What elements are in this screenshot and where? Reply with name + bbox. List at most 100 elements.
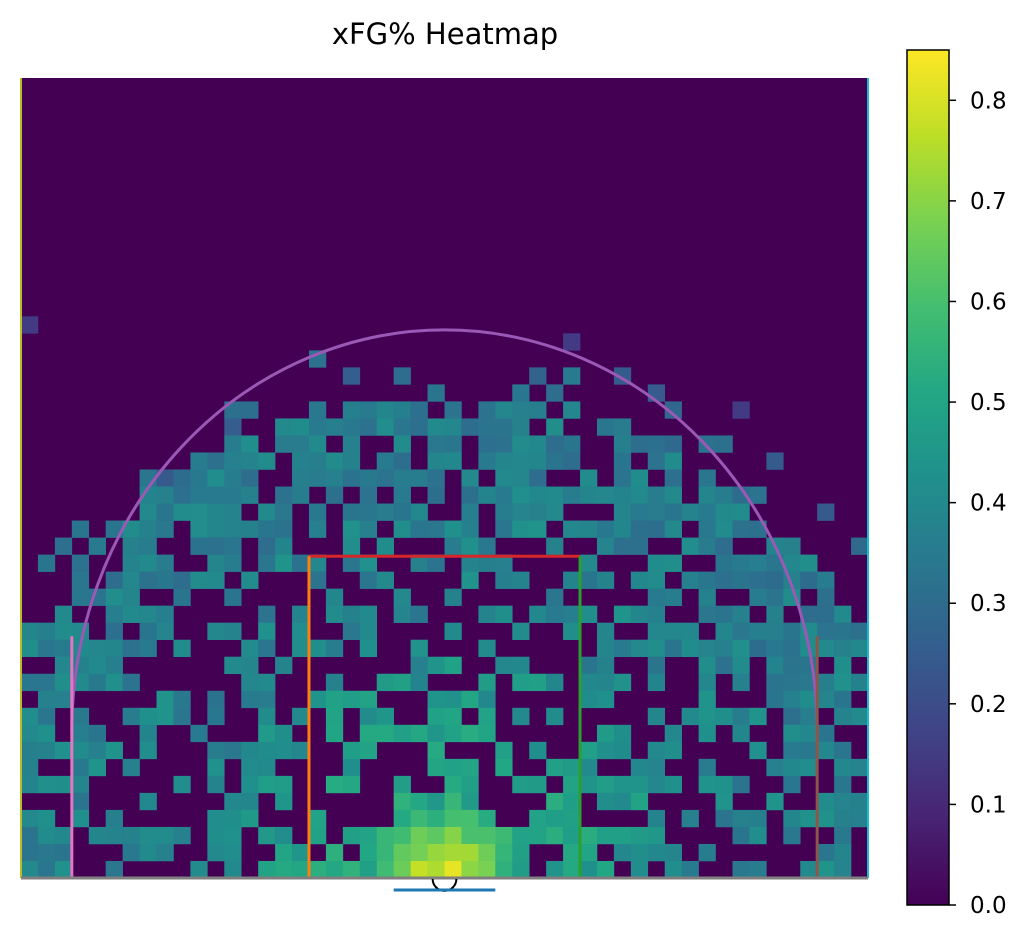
heatmap-cell [817,622,835,640]
heatmap-cell [410,656,428,675]
heatmap-cell [444,656,462,675]
heatmap-cell [54,656,73,675]
heatmap-cell [156,622,174,640]
heatmap-cell [444,707,462,726]
heatmap-cell [749,554,767,572]
heatmap-cell [664,469,682,487]
heatmap-cell [308,571,327,589]
heatmap-cell [461,758,479,777]
heatmap-cell [512,452,530,470]
heatmap-cell [410,843,428,862]
heatmap-cell [647,639,666,658]
heatmap-cell [698,605,716,623]
heatmap-cell [817,809,835,828]
heatmap-cell [224,520,242,538]
heatmap-cell [851,639,869,658]
heatmap-cell [342,554,361,572]
heatmap-cell [241,435,259,453]
heatmap-cell [596,792,615,811]
heatmap-cell [393,775,411,794]
heatmap-cell [325,860,344,879]
heatmap-cell [681,809,699,828]
heatmap-cell [495,503,513,521]
heatmap-cell [207,622,225,640]
heatmap-cell [817,860,835,879]
heatmap-cell [21,673,39,692]
heatmap-cell [325,452,344,470]
heatmap-cell [410,809,428,828]
heatmap-cell [715,520,733,538]
heatmap-cell [258,690,276,709]
heatmap-cell [359,741,378,760]
heatmap-cell [224,622,242,640]
heatmap-cell [715,537,733,555]
heatmap-cell [359,520,378,538]
heatmap-cell [546,673,564,692]
heatmap-cell [596,571,615,589]
heatmap-cell [630,537,649,555]
heatmap-cell [596,826,615,845]
heatmap-cell [834,775,852,794]
heatmap-cell [292,843,310,862]
heatmap-cell [88,656,106,675]
heatmap-cell [495,554,513,572]
heatmap-cell [613,486,632,504]
heatmap-cell [444,435,462,453]
heatmap-cell [563,333,581,351]
heatmap-cell [156,605,174,623]
heatmap-cell [664,639,682,658]
heatmap-cell [54,537,73,555]
heatmap-cell [359,690,378,709]
heatmap-cell [698,707,716,726]
heatmap-cell [495,469,513,487]
heatmap-cell [681,860,699,879]
heatmap-cell [122,826,140,845]
heatmap-cell [715,809,733,828]
heatmap-cell [630,843,649,862]
heatmap-cell [512,418,530,436]
heatmap-cell [495,826,513,845]
heatmap-cell [715,639,733,658]
heatmap-cell [834,826,852,845]
heatmap-cell [258,537,276,555]
heatmap-cell [664,486,682,504]
heatmap-cell [715,503,733,521]
heatmap-cell [241,469,259,487]
heatmap-cell [580,571,598,589]
heatmap-cell [461,503,479,521]
heatmap-cell [122,588,140,606]
heatmap-cell [495,758,513,777]
heatmap-cell [410,401,428,419]
heatmap-cell [173,826,191,845]
heatmap-cell [681,503,699,521]
heatmap-cell [241,690,259,709]
heatmap-cell [308,809,327,828]
heatmap-cell [359,418,378,436]
heatmap-cell [563,435,581,453]
heatmap-cell [596,673,615,692]
heatmap-cell [173,707,191,726]
heatmap-cell [156,520,174,538]
heatmap-cell [681,639,699,658]
heatmap-cell [647,843,666,862]
heatmap-cell [275,537,293,555]
heatmap-cell [105,656,123,675]
heatmap-cell [258,554,276,572]
heatmap-cell [224,537,242,555]
heatmap-cell [580,605,598,623]
heatmap-cell [783,707,801,726]
heatmap-cell [580,758,598,777]
heatmap-cell [478,401,496,419]
heatmap-cell [613,503,632,521]
heatmap-cell [681,707,699,726]
heatmap-cell [834,741,852,760]
heatmap-cell [393,843,411,862]
heatmap-cell [156,469,174,487]
heatmap-cell [37,809,56,828]
heatmap-cell [444,452,462,470]
heatmap-cell [139,843,157,862]
heatmap-cell [292,639,310,658]
heatmap-cell [207,503,225,521]
heatmap-cell [410,418,428,436]
heatmap-cell [308,554,327,572]
